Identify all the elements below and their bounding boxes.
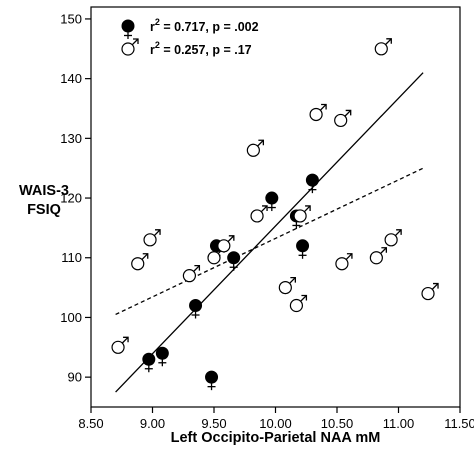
female-point — [227, 251, 241, 271]
x-axis-title: Left Occipito-Parietal NAA mM — [171, 430, 381, 446]
male-point — [309, 103, 327, 122]
male-point — [335, 253, 353, 271]
x-tick-label: 10.00 — [259, 416, 292, 431]
female-point — [155, 346, 169, 367]
female-fit-line — [115, 72, 424, 393]
x-tick-label: 11.50 — [444, 416, 474, 431]
female-point — [189, 299, 203, 319]
male-point — [250, 205, 268, 223]
y-axis: 90 100 110 120 130 140 150 — [60, 11, 91, 385]
y-tick-label: 110 — [61, 250, 82, 265]
male-point — [143, 229, 161, 247]
legend-male-label: r2 = 0.257, p = .17 — [150, 40, 252, 57]
male-fit-line — [115, 167, 424, 316]
male-point — [246, 139, 265, 157]
legend-stat: = 0.717, p = .002 — [160, 20, 259, 34]
x-tick-label: 9.00 — [140, 416, 165, 431]
male-point — [421, 282, 439, 301]
legend-female-marker — [121, 19, 135, 39]
legend-female-label: r2 = 0.717, p = .002 — [150, 17, 259, 34]
y-axis-title-line1: WAIS-3 — [19, 183, 69, 199]
x-tick-label: 9.50 — [201, 416, 226, 431]
female-point — [296, 239, 310, 259]
y-tick-label: 120 — [60, 191, 82, 206]
x-tick-label: 10.50 — [321, 416, 354, 431]
male-point — [374, 38, 392, 56]
legend-r-superscript: 2 — [155, 40, 160, 50]
legend-r-label: r — [150, 20, 155, 34]
x-axis: 8.50 9.00 9.50 10.00 10.50 11.00 11.50 — [78, 407, 474, 431]
y-tick-label: 90 — [68, 370, 82, 385]
male-point — [293, 205, 311, 223]
male-point — [217, 235, 235, 253]
male-point — [278, 276, 296, 295]
y-tick-label: 100 — [60, 310, 82, 325]
female-point — [205, 370, 219, 391]
legend-r-superscript: 2 — [155, 17, 160, 27]
legend-stat: = 0.257, p = .17 — [160, 43, 252, 57]
x-tick-label: 8.50 — [78, 416, 103, 431]
female-point — [265, 191, 279, 212]
male-point — [334, 109, 352, 128]
y-tick-label: 130 — [60, 131, 82, 146]
legend-r-label: r — [150, 43, 155, 57]
y-tick-label: 140 — [60, 71, 82, 86]
male-point — [182, 265, 201, 283]
fit-lines — [115, 72, 424, 393]
male-point — [289, 294, 308, 313]
male-point — [111, 336, 129, 354]
data-points — [111, 38, 439, 391]
legend-male-marker — [121, 38, 139, 56]
male-point — [369, 247, 388, 265]
y-tick-label: 150 — [60, 11, 82, 26]
female-point — [305, 173, 319, 194]
male-point — [131, 253, 149, 271]
male-point — [384, 229, 402, 247]
female-point — [142, 352, 156, 373]
x-tick-label: 11.00 — [383, 416, 415, 431]
y-axis-title-line2: FSIQ — [27, 202, 61, 218]
